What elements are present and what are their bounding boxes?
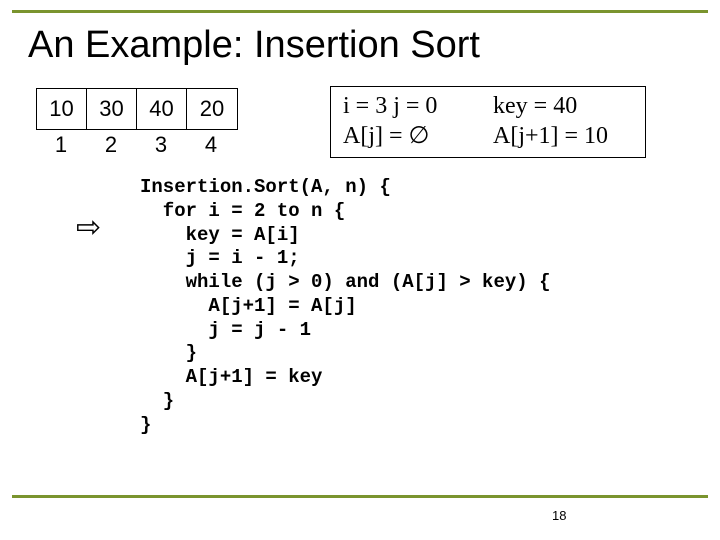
slide-title: An Example: Insertion Sort [28,24,480,67]
array-index: 4 [186,132,236,158]
state-box: i = 3 j = 0 key = 40 A[j] = ∅ A[j+1] = 1… [330,86,646,158]
state-ajp1: A[j+1] = 10 [493,121,633,151]
state-key: key = 40 [493,91,633,121]
page-number: 18 [552,508,566,523]
array-cell: 10 [37,89,87,129]
array-cell: 20 [187,89,237,129]
accent-line-bottom [12,495,708,498]
array-cell: 30 [87,89,137,129]
code-block: Insertion.Sort(A, n) { for i = 2 to n { … [140,176,550,437]
array-index: 1 [36,132,86,158]
array-cell: 40 [137,89,187,129]
accent-line-top [12,10,708,13]
state-i-j: i = 3 j = 0 [343,91,493,121]
array-indices: 1234 [36,132,236,158]
array-index: 2 [86,132,136,158]
arrow-icon: ⇨ [76,210,101,245]
state-aj: A[j] = ∅ [343,121,493,151]
array-index: 3 [136,132,186,158]
array-box: 10304020 [36,88,238,130]
